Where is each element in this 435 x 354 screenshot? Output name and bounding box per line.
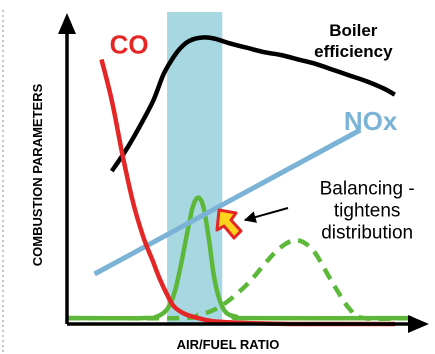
shift-arrow-shape [215,208,243,240]
wide-distribution-curve [66,237,413,322]
shift-arrow [215,208,243,240]
nox-label: NOx [344,106,398,136]
x-axis-arrow [408,315,429,333]
x-axis-label: AIR/FUEL RATIO [177,337,280,352]
boiler-efficiency-curve [109,35,396,173]
y-axis-label: COMBUSTION PARAMETERS [30,83,45,266]
annotation-pointer [243,207,289,223]
y-axis-arrow [58,13,76,34]
boiler-efficiency-label: Boiler efficiency [314,21,393,61]
co-label: CO [110,30,149,60]
nox-line [93,127,362,277]
tight-distribution-curve [66,195,413,321]
balancing-annotation: Balancing -tightens distribution [320,179,415,244]
